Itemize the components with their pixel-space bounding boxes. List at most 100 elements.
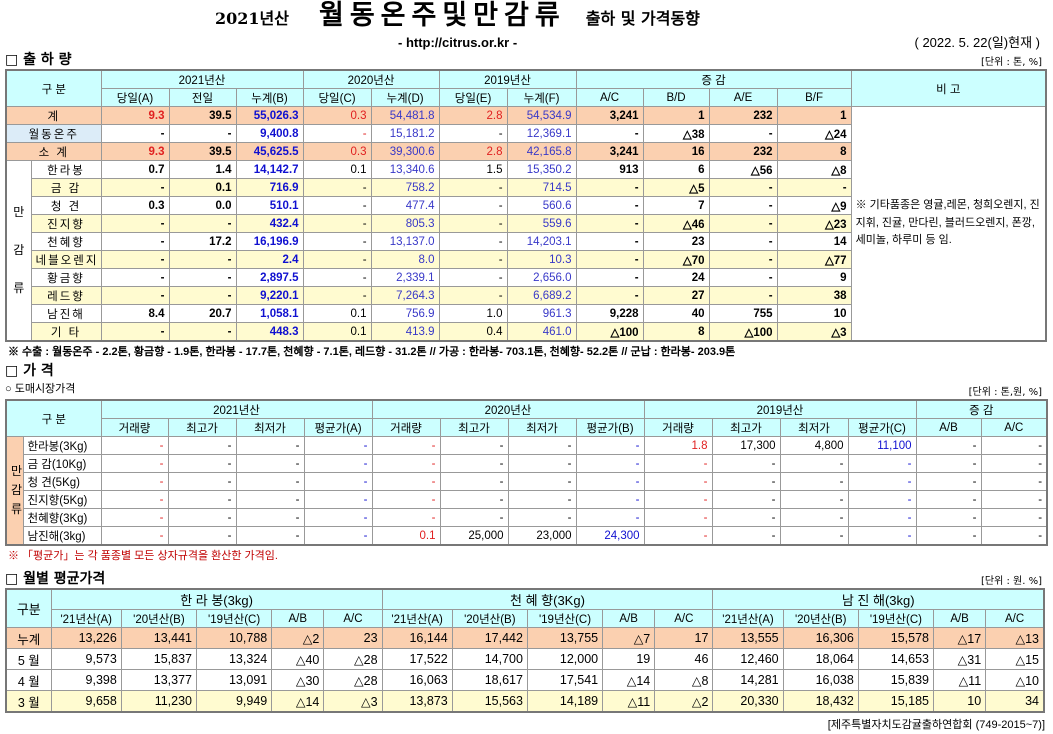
source-credit: [제주특별자치도감귤출하연합회 (749-2015~7)] [827, 719, 1045, 731]
data-cell: - [711, 454, 781, 473]
data-cell: 0.3 [302, 142, 372, 161]
change-header: 증 감 [915, 399, 1048, 419]
data-cell: 39.5 [168, 106, 237, 125]
column-header: '20년산(B) [451, 609, 528, 628]
data-cell: 9.3 [100, 142, 170, 161]
data-cell: 24,300 [575, 526, 645, 546]
table-row: 청 견(5Kg) - - - - - - - - - - - - - - [6, 472, 1048, 491]
row-label: 소 계 [5, 142, 102, 161]
column-header: '19년산(C) [196, 609, 273, 628]
data-cell: 34 [985, 690, 1045, 713]
data-cell: 10 [776, 304, 852, 323]
data-cell: 27 [642, 286, 710, 305]
column-header: A/C [654, 609, 714, 628]
column-header: 평균가(B) [575, 418, 645, 437]
data-cell: - [507, 472, 577, 491]
data-cell: - [303, 436, 373, 455]
data-cell: 8.0 [370, 250, 440, 269]
data-cell: - [167, 508, 237, 527]
data-cell: 9 [776, 268, 852, 287]
data-cell: - [235, 472, 305, 491]
data-cell: △23 [776, 214, 852, 233]
data-cell: - [439, 508, 509, 527]
data-cell: △9 [776, 196, 852, 215]
data-cell: - [235, 436, 305, 455]
data-cell: - [711, 472, 781, 491]
data-cell: - [643, 526, 713, 546]
header-row: 구 분 2021년산 2020년산 2019년산 증 감 [5, 399, 1048, 437]
data-cell: 0.3 [100, 196, 170, 215]
column-header: 최저가 [235, 418, 305, 437]
data-cell: △2 [271, 627, 325, 649]
title-bar: 2021년산 월동온주및만감류 출하 및 가격동향 [5, 0, 1045, 32]
data-cell: - [302, 268, 372, 287]
column-header: '21년산(A) [381, 609, 453, 628]
data-cell: 9,658 [50, 690, 122, 713]
data-cell: 24 [642, 268, 710, 287]
table-row: 천혜향 -17.2 16,196.9-13,137.0-14,203.1-23-14 [6, 232, 1046, 251]
data-cell: - [302, 232, 372, 251]
data-cell: - [708, 178, 778, 197]
data-cell: 23,000 [507, 526, 577, 546]
data-cell: 9.3 [100, 106, 170, 125]
data-cell: 0.7 [100, 160, 170, 179]
data-cell: - [980, 508, 1048, 527]
data-cell: - [847, 508, 917, 527]
data-cell: - [235, 454, 305, 473]
data-cell: 1.0 [438, 304, 508, 323]
data-cell: △30 [271, 669, 325, 691]
column-header: '19년산(C) [526, 609, 604, 628]
group-header: 구 분 [5, 399, 102, 437]
data-cell: 15,350.2 [506, 160, 577, 179]
data-cell: 16,038 [782, 669, 859, 691]
table-row: 계 9.3 39.5 55,026.3 0.3 54,481.8 2.8 54,534.9 3,… [5, 106, 1047, 342]
data-cell: - [438, 214, 508, 233]
data-cell: - [711, 526, 781, 546]
data-cell: 13,137.0 [370, 232, 440, 251]
data-cell: - [167, 436, 237, 455]
data-cell: 14,142.7 [235, 160, 304, 179]
data-cell: - [708, 124, 778, 143]
year-header: 2020년산 [302, 69, 440, 89]
shipment-unit: [단위 : 톤, %] [981, 57, 1042, 68]
data-cell: - [100, 472, 169, 491]
data-cell: △14 [602, 669, 656, 691]
data-cell: - [303, 472, 373, 491]
data-cell: - [708, 196, 778, 215]
data-cell: - [371, 472, 441, 491]
data-cell: 38 [776, 286, 852, 305]
data-cell: 961.3 [506, 304, 577, 323]
column-header: 당일(E) [438, 88, 508, 107]
data-cell: △7 [602, 627, 656, 649]
data-cell: - [302, 196, 372, 215]
row-label: 청 견 [30, 196, 102, 215]
data-cell: 17,442 [451, 627, 528, 649]
data-cell: 756.9 [370, 304, 440, 323]
column-header: 누계(F) [506, 88, 577, 107]
data-cell: 17,300 [711, 436, 781, 455]
data-cell: 413.9 [370, 322, 440, 342]
price-section-title: □ 가 격 [5, 363, 54, 379]
data-cell: 755 [708, 304, 778, 323]
column-header: A/C [575, 88, 644, 107]
data-cell: 477.4 [370, 196, 440, 215]
data-cell: △11 [602, 690, 656, 713]
data-cell: 3,241 [575, 142, 644, 161]
data-cell: - [100, 214, 170, 233]
price-unit: [단위 : 톤,원, %] [968, 387, 1042, 398]
data-cell: △13 [985, 627, 1045, 649]
data-cell: - [507, 508, 577, 527]
data-cell: 913 [575, 160, 644, 179]
data-cell: - [575, 232, 644, 251]
data-cell: - [980, 436, 1048, 455]
data-cell: 9,949 [196, 690, 273, 713]
data-cell: 13,555 [712, 627, 784, 649]
data-cell: 20,330 [712, 690, 784, 713]
data-cell: - [708, 250, 778, 269]
data-cell: - [847, 454, 917, 473]
data-cell: - [847, 526, 917, 546]
data-cell: 13,441 [120, 627, 198, 649]
data-cell: - [643, 472, 713, 491]
data-cell: △17 [933, 627, 987, 649]
